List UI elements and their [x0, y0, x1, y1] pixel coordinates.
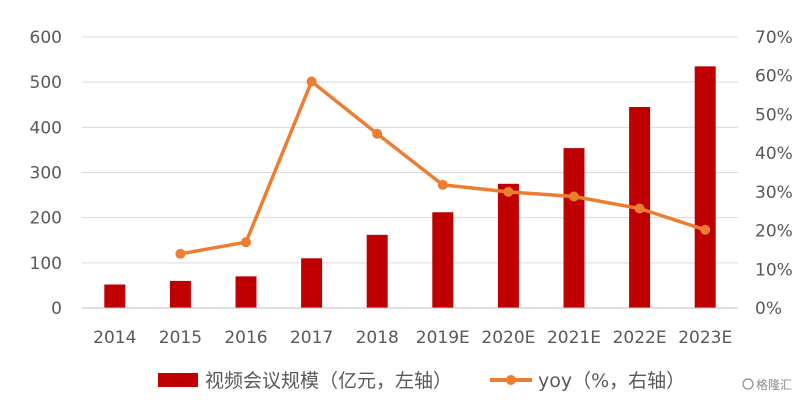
watermark-text: 格隆汇 — [756, 377, 792, 392]
bar — [104, 284, 126, 308]
right-y-tick-label: 10% — [755, 260, 793, 280]
left-y-tick-label: 0 — [51, 299, 62, 319]
gridlines — [82, 36, 738, 309]
right-y-tick-label: 20% — [755, 222, 793, 242]
x-tick-label: 2018 — [356, 328, 399, 348]
x-tick-label: 2023E — [678, 328, 732, 348]
x-tick-label: 2016 — [224, 328, 267, 348]
yoy-point — [503, 186, 514, 197]
x-tick-label: 2022E — [613, 328, 667, 348]
yoy-point — [372, 128, 383, 139]
watermark: 格隆汇 — [742, 377, 792, 392]
legend-label-bar: 视频会议规模（亿元，左轴） — [205, 370, 452, 392]
left-y-tick-label: 100 — [30, 254, 62, 274]
yoy-point — [634, 203, 645, 214]
x-tick-label: 2020E — [481, 328, 535, 348]
right-y-tick-label: 70% — [755, 28, 793, 48]
bar — [169, 280, 191, 308]
right-y-tick-label: 40% — [755, 144, 793, 164]
bar-series — [104, 66, 716, 308]
bar — [301, 258, 323, 308]
left-y-tick-label: 400 — [30, 118, 62, 138]
bar — [366, 234, 388, 308]
x-tick-label: 2021E — [547, 328, 601, 348]
x-axis: 2014 2015 2016 2017 2018 2019E 2020E 2021E 2022E… — [82, 307, 738, 348]
legend-label-line: yoy（%，右轴） — [538, 370, 685, 392]
yoy-point — [569, 191, 579, 202]
right-y-tick-label: 30% — [755, 183, 793, 203]
line-series — [175, 76, 711, 259]
watermark-icon — [742, 378, 754, 390]
left-y-tick-label: 300 — [30, 164, 62, 184]
x-tick-label: 2017 — [290, 328, 333, 348]
left-y-tick-label: 600 — [30, 28, 62, 48]
yoy-point — [437, 179, 448, 190]
right-y-axis: 0% 10% 20% 30% 40% 50% 60% 70% — [755, 28, 793, 319]
yoy-point — [241, 237, 251, 248]
left-y-tick-label: 500 — [30, 73, 62, 93]
right-y-tick-label: 60% — [755, 67, 793, 87]
legend-swatch-bar — [158, 373, 198, 387]
yoy-point — [175, 248, 186, 259]
bar — [694, 66, 716, 308]
left-y-tick-label: 200 — [30, 209, 62, 229]
left-y-axis: 0 100 200 300 400 500 600 — [30, 28, 62, 319]
x-tick-label: 2014 — [93, 328, 136, 348]
yoy-point — [306, 76, 317, 87]
bar — [497, 183, 519, 308]
x-tick-label: 2015 — [159, 328, 202, 348]
yoy-point — [700, 224, 711, 235]
right-y-tick-label: 50% — [755, 105, 793, 125]
legend-swatch-marker — [506, 375, 516, 385]
legend: 视频会议规模（亿元，左轴） yoy（%，右轴） — [158, 370, 685, 392]
bar — [235, 276, 257, 308]
bar — [432, 212, 454, 308]
x-tick-label: 2019E — [416, 328, 470, 348]
right-y-tick-label: 0% — [755, 299, 782, 319]
bar — [563, 148, 585, 308]
